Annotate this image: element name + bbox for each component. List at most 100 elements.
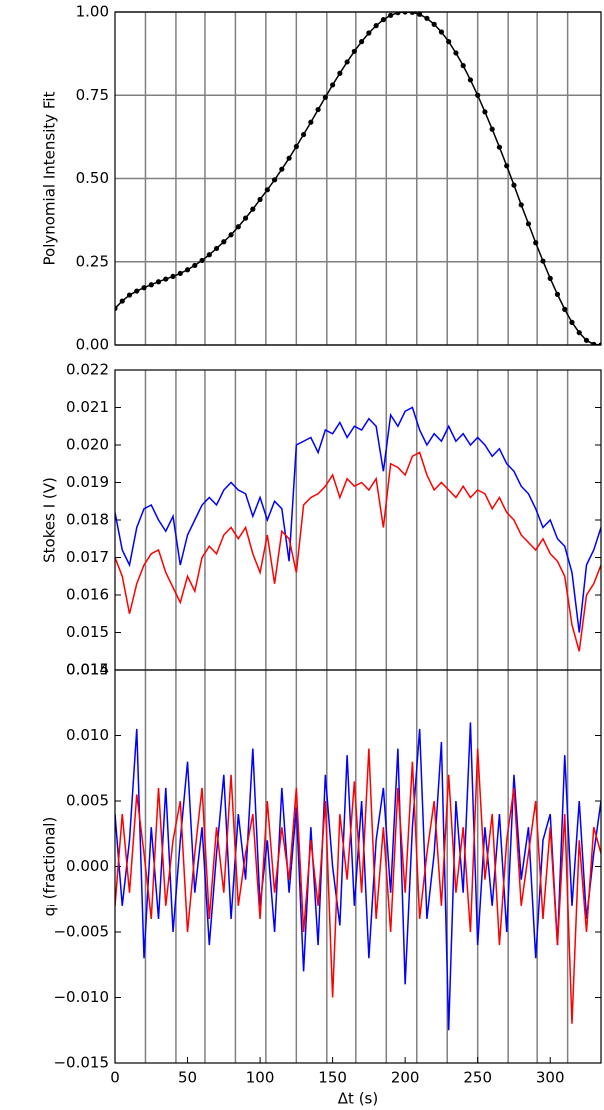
y-tick-label: 0.50 xyxy=(76,169,109,187)
y-axis-label: qᵢ (fractional) xyxy=(41,817,59,917)
data-point xyxy=(438,29,445,35)
y-tick-label: 0.015 xyxy=(66,623,109,641)
x-tick-label: 300 xyxy=(536,1069,565,1087)
data-point xyxy=(257,196,263,203)
plot-area xyxy=(115,12,601,345)
data-point xyxy=(525,221,532,227)
y-tick-label: 0.015 xyxy=(66,661,109,679)
y-tick-label: 0.022 xyxy=(66,361,109,379)
x-tick-label: 150 xyxy=(318,1069,347,1087)
data-point xyxy=(540,258,546,264)
data-point xyxy=(388,12,394,18)
data-point xyxy=(286,155,292,161)
data-point xyxy=(489,126,495,132)
series-line xyxy=(115,451,601,652)
data-point xyxy=(264,187,270,193)
y-tick-label: 0.021 xyxy=(66,398,109,416)
y-tick-label: 0.020 xyxy=(66,436,109,454)
series-line xyxy=(115,722,601,1031)
y-tick-label: 0.005 xyxy=(66,792,109,810)
data-point xyxy=(467,77,474,83)
data-point xyxy=(177,270,183,277)
y-tick-label: −0.015 xyxy=(53,1054,109,1072)
data-point xyxy=(293,143,299,150)
x-tick-label: 0 xyxy=(110,1069,120,1087)
plot-frame xyxy=(114,11,602,346)
y-tick-label: 0.014 xyxy=(66,661,109,679)
data-point xyxy=(271,177,278,183)
y-tick-label: 0.75 xyxy=(76,86,109,104)
plot-area xyxy=(115,406,601,652)
data-point xyxy=(562,306,568,312)
plot-frame xyxy=(114,369,602,671)
data-point xyxy=(373,23,379,29)
data-point xyxy=(431,21,437,27)
data-point xyxy=(446,39,452,45)
y-tick-label: 0.25 xyxy=(76,252,109,270)
data-point xyxy=(409,12,416,15)
data-point xyxy=(395,12,401,16)
data-point xyxy=(598,342,601,345)
data-point xyxy=(496,144,503,150)
y-axis-label: Polynomial Intensity Fit xyxy=(41,91,59,265)
data-point xyxy=(547,275,553,281)
data-point xyxy=(417,12,423,17)
data-point xyxy=(300,131,307,138)
data-point xyxy=(591,341,597,345)
y-tick-label: 0.018 xyxy=(66,511,109,529)
data-point xyxy=(424,15,430,21)
x-tick-label: 200 xyxy=(391,1069,420,1087)
data-point xyxy=(504,163,510,169)
data-point xyxy=(518,202,524,208)
y-tick-label: 0.017 xyxy=(66,548,109,566)
y-tick-label: −0.005 xyxy=(53,923,109,941)
plot-area xyxy=(115,722,601,1031)
data-point xyxy=(330,82,336,88)
data-point xyxy=(148,282,154,288)
data-point xyxy=(576,330,582,336)
data-point xyxy=(583,337,590,343)
data-point xyxy=(554,291,561,297)
data-point xyxy=(569,319,575,325)
y-tick-label: 0.010 xyxy=(66,726,109,744)
data-point xyxy=(460,63,466,69)
data-point xyxy=(366,30,372,36)
data-point xyxy=(344,59,350,65)
x-axis-label: Δt (s) xyxy=(338,1090,378,1108)
data-point xyxy=(221,239,227,245)
data-point xyxy=(482,109,488,115)
data-point xyxy=(402,12,408,15)
data-point xyxy=(315,106,321,113)
x-tick-label: 250 xyxy=(463,1069,492,1087)
y-tick-label: 0.019 xyxy=(66,473,109,491)
data-point xyxy=(126,292,133,298)
data-point xyxy=(351,48,357,54)
y-tick-label: 0.000 xyxy=(66,857,109,875)
data-point xyxy=(141,285,147,291)
series-line xyxy=(115,406,601,633)
data-point xyxy=(134,288,140,294)
data-point xyxy=(322,94,328,100)
data-point xyxy=(213,245,220,252)
data-point xyxy=(308,119,314,125)
data-point xyxy=(453,50,459,56)
x-tick-label: 100 xyxy=(246,1069,275,1087)
data-point xyxy=(192,262,198,269)
y-tick-label: 0.016 xyxy=(66,586,109,604)
data-point xyxy=(533,240,539,246)
data-point xyxy=(242,215,249,221)
data-point xyxy=(475,92,481,98)
data-point xyxy=(199,257,205,264)
data-point xyxy=(228,232,234,238)
y-axis-label: Stokes I (V) xyxy=(41,477,59,563)
data-point xyxy=(380,17,386,23)
data-point xyxy=(119,298,125,304)
y-tick-label: 0.00 xyxy=(76,336,109,354)
data-point xyxy=(184,267,191,273)
data-point xyxy=(170,273,176,280)
data-point xyxy=(235,224,241,230)
data-point xyxy=(279,166,285,172)
y-tick-label: 1.00 xyxy=(76,3,109,21)
data-point xyxy=(163,276,169,282)
